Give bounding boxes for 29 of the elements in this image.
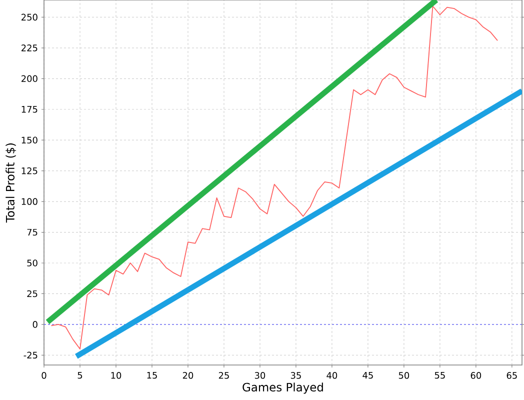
y-tick-label: 200 <box>22 75 38 82</box>
y-tick-label: -25 <box>24 352 38 359</box>
x-tick-label: 45 <box>362 372 373 379</box>
y-tick-label: 0 <box>32 321 38 328</box>
y-axis-title: Total Profit ($) <box>6 143 16 223</box>
x-tick-label: 30 <box>254 372 266 379</box>
x-tick-label: 20 <box>182 372 194 379</box>
x-tick-label: 10 <box>111 372 122 379</box>
y-tick-label: 125 <box>22 167 38 174</box>
x-tick-label: 65 <box>506 372 517 379</box>
y-tick-label: 150 <box>22 136 38 144</box>
x-tick-label: 40 <box>326 372 338 379</box>
x-tick-label: 25 <box>218 372 229 379</box>
x-tick-label: 15 <box>147 372 157 379</box>
x-tick-label: 35 <box>290 372 301 379</box>
y-tick-label: 50 <box>27 260 38 266</box>
y-tick-label: 75 <box>27 228 38 236</box>
line-series <box>50 6 498 350</box>
y-tick-label: 250 <box>22 14 38 21</box>
x-tick-label: 55 <box>434 372 445 379</box>
y-tick-label: 25 <box>27 290 38 298</box>
x-tick-label: 5 <box>78 372 82 379</box>
x-tick-label: 0 <box>42 372 46 379</box>
x-tick-label: 60 <box>470 372 482 379</box>
y-tick-label: 175 <box>22 106 38 113</box>
x-tick-label: 50 <box>398 372 410 379</box>
y-tick-label: 100 <box>22 198 38 205</box>
y-tick-label: 225 <box>22 44 38 52</box>
x-axis-title: Games Played <box>242 382 323 394</box>
